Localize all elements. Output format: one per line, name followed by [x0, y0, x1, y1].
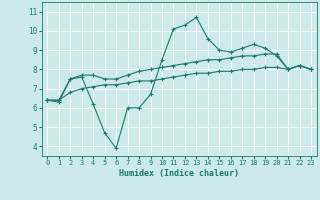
X-axis label: Humidex (Indice chaleur): Humidex (Indice chaleur) — [119, 169, 239, 178]
